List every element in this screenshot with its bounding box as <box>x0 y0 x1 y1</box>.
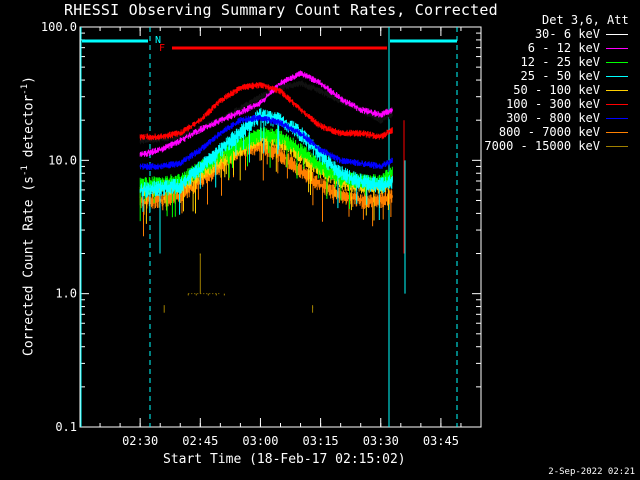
legend-title: Det 3,6, Att 0 <box>542 13 629 41</box>
legend-swatch <box>606 146 628 147</box>
legend-swatch <box>606 34 628 35</box>
x-tick-label: 03:45 <box>423 434 459 448</box>
x-tick-label: 02:30 <box>122 434 158 448</box>
legend-item: 7000 - 15000 keV <box>484 139 634 153</box>
y-tick-label: 1.0 <box>55 287 77 301</box>
y-tick-label: 100.0 <box>41 20 77 34</box>
legend-item: 50 - 100 keV <box>484 83 634 97</box>
annotation-f: F <box>159 43 165 54</box>
x-tick-label: 02:45 <box>182 434 218 448</box>
legend-swatch <box>606 132 628 133</box>
legend-label: 300 - 800 keV <box>506 111 600 125</box>
legend-label: 100 - 300 keV <box>506 97 600 111</box>
legend-swatch <box>606 48 628 49</box>
legend-label: 7000 - 15000 keV <box>484 139 600 153</box>
legend-label: 50 - 100 keV <box>513 83 600 97</box>
series-6-line <box>139 114 393 170</box>
x-axis-label: Start Time (18-Feb-17 02:15:02) <box>163 452 406 467</box>
legend-item: 300 - 800 keV <box>484 111 634 125</box>
chart-title: RHESSI Observing Summary Count Rates, Co… <box>64 1 498 19</box>
legend-item: 800 - 7000 keV <box>484 125 634 139</box>
legend-swatch <box>606 90 628 91</box>
legend-item: 3 - 6 keV <box>484 27 634 41</box>
x-tick-label: 03:15 <box>303 434 339 448</box>
legend-item: 12 - 25 keV <box>484 55 634 69</box>
legend-swatch <box>606 104 628 105</box>
legend-label: 25 - 50 keV <box>520 69 600 83</box>
legend-label: 12 - 25 keV <box>520 55 600 69</box>
x-tick-label: 03:00 <box>242 434 278 448</box>
series-1-line <box>139 70 393 157</box>
y-axis-label: Corrected Count Rate (s-1 detector-1) <box>20 76 37 356</box>
legend-swatch <box>606 62 628 63</box>
legend-swatch <box>606 118 628 119</box>
legend-label: 3 - 6 keV <box>534 27 600 41</box>
series-5-line <box>139 82 393 141</box>
annotation-n: N <box>155 35 161 46</box>
y-tick-label: 10.0 <box>48 153 77 167</box>
legend-item: 6 - 12 keV <box>484 41 634 55</box>
timestamp: 2-Sep-2022 02:21 <box>548 467 635 477</box>
x-tick-label: 03:30 <box>363 434 399 448</box>
legend-label: 6 - 12 keV <box>527 41 600 55</box>
legend-item: 25 - 50 keV <box>484 69 634 83</box>
legend-item: 100 - 300 keV <box>484 97 634 111</box>
legend-label: 800 - 7000 keV <box>498 125 600 139</box>
y-tick-label: 0.1 <box>55 420 77 434</box>
legend-swatch <box>606 76 628 77</box>
